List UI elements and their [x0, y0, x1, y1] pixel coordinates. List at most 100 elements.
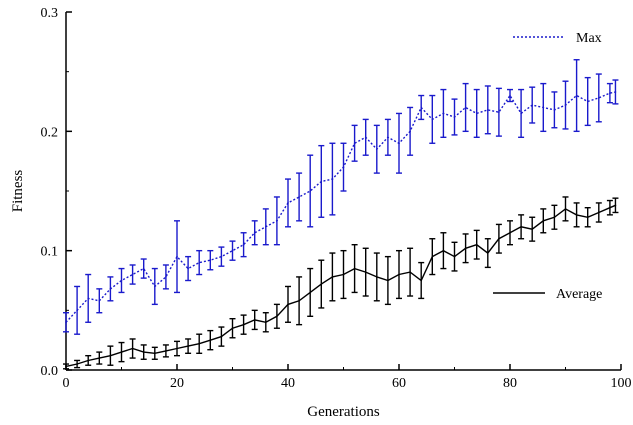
- data-point: [586, 100, 589, 103]
- data-point: [542, 220, 545, 222]
- data-point: [453, 255, 456, 258]
- data-point: [131, 273, 134, 276]
- data-point: [342, 166, 345, 168]
- data-point: [442, 249, 445, 252]
- data-point: [287, 303, 289, 306]
- data-point: [276, 220, 278, 222]
- data-point: [614, 204, 617, 207]
- series-layer: [63, 59, 619, 370]
- y-axis-title: Fitness: [10, 170, 26, 213]
- data-point: [420, 106, 423, 109]
- data-point: [198, 261, 200, 264]
- data-point: [509, 231, 511, 234]
- data-point: [98, 299, 101, 302]
- data-point: [542, 106, 545, 109]
- data-point: [487, 252, 489, 254]
- data-point: [475, 112, 478, 115]
- data-point: [109, 354, 112, 357]
- y-tick-label: 0.0: [41, 364, 59, 379]
- data-point: [598, 211, 600, 214]
- x-axis-title: Generations: [307, 404, 380, 420]
- y-tick-label: 0.2: [41, 125, 59, 140]
- data-point: [253, 319, 256, 321]
- data-point: [76, 309, 78, 312]
- data-point: [331, 276, 334, 278]
- data-point: [65, 365, 67, 368]
- data-point: [87, 297, 89, 300]
- data-point: [165, 276, 167, 278]
- legend: Max Average: [493, 31, 602, 302]
- data-point: [609, 206, 611, 209]
- data-point: [598, 97, 600, 99]
- data-point: [187, 345, 189, 347]
- plot-area: 0 20 40 60 80 100 0.0 0.1 0.2 0.3: [41, 6, 632, 391]
- data-point: [176, 347, 178, 350]
- x-tick-label: 0: [63, 376, 70, 391]
- legend-max-label: Max: [576, 31, 602, 46]
- data-point: [575, 94, 578, 97]
- data-point: [531, 104, 533, 106]
- data-point: [431, 118, 434, 121]
- data-point: [475, 243, 478, 246]
- data-point: [154, 285, 156, 288]
- data-point: [609, 92, 611, 94]
- data-point: [287, 202, 289, 204]
- x-tick-label: 20: [170, 376, 184, 391]
- data-point: [87, 359, 89, 362]
- data-point: [165, 350, 167, 352]
- data-point: [120, 351, 123, 353]
- data-point: [420, 279, 423, 282]
- data-point: [376, 276, 378, 278]
- y-tick-label: 0.3: [41, 6, 59, 21]
- data-point: [242, 323, 245, 326]
- data-point: [464, 106, 467, 109]
- data-point: [464, 247, 467, 250]
- data-point: [509, 94, 511, 97]
- data-point: [198, 342, 200, 345]
- data-point: [231, 327, 234, 330]
- data-point: [431, 255, 434, 258]
- y-axis-ticks: 0.0 0.1 0.2 0.3: [41, 6, 72, 379]
- data-point: [553, 216, 556, 219]
- data-point: [498, 237, 500, 240]
- data-point: [398, 142, 400, 145]
- data-point: [309, 190, 312, 192]
- data-point: [409, 271, 411, 273]
- data-point: [320, 180, 323, 183]
- data-point: [231, 249, 234, 252]
- data-point: [331, 178, 334, 180]
- data-point: [553, 109, 556, 111]
- x-tick-label: 40: [281, 376, 295, 391]
- data-point: [309, 291, 312, 294]
- series-line: [65, 204, 616, 368]
- data-point: [564, 104, 567, 106]
- data-point: [298, 299, 300, 302]
- legend-average-label: Average: [556, 287, 602, 302]
- x-axis-ticks: 0 20 40 60 80 100: [63, 364, 632, 391]
- data-point: [176, 255, 178, 258]
- data-point: [376, 148, 378, 151]
- data-point: [265, 321, 267, 324]
- data-point: [98, 357, 101, 359]
- data-point: [109, 288, 112, 290]
- data-point: [220, 255, 223, 258]
- data-point: [298, 196, 300, 198]
- series-line: [65, 91, 616, 323]
- data-point: [520, 112, 522, 115]
- data-point: [575, 214, 578, 216]
- data-point: [242, 243, 245, 246]
- data-point: [120, 279, 123, 282]
- data-point: [76, 363, 78, 365]
- data-point: [353, 267, 356, 270]
- data-point: [342, 273, 345, 276]
- data-point: [253, 231, 256, 234]
- data-point: [131, 347, 134, 350]
- data-point: [265, 226, 267, 228]
- data-point: [142, 351, 145, 353]
- data-point: [320, 283, 323, 285]
- x-tick-label: 80: [503, 376, 517, 391]
- x-tick-label: 100: [611, 376, 632, 391]
- data-point: [154, 352, 156, 355]
- data-point: [487, 109, 489, 111]
